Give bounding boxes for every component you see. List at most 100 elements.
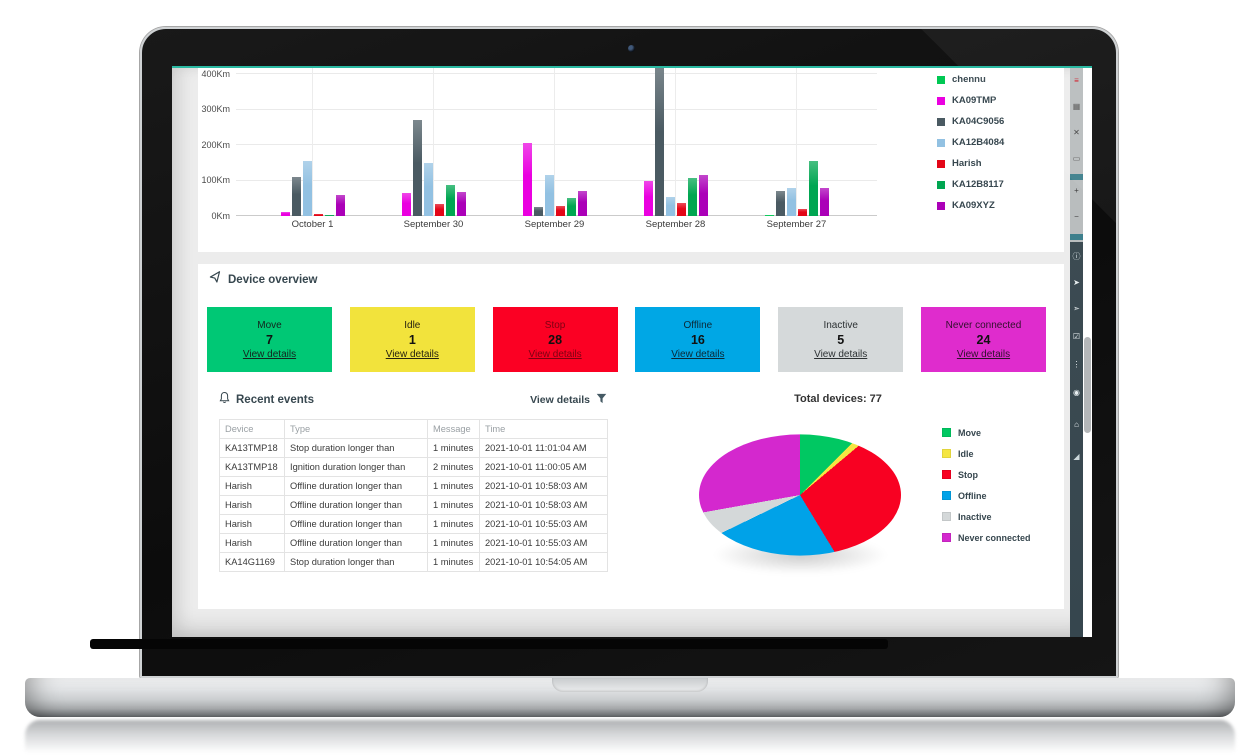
legend-item: KA09XYZ bbox=[937, 195, 1004, 216]
pin-icon[interactable]: ◉ bbox=[1073, 388, 1080, 397]
gridline bbox=[796, 66, 797, 216]
pie-legend-item: Move bbox=[942, 422, 1031, 443]
table-cell: 2021-10-01 10:54:05 AM bbox=[479, 552, 608, 572]
info-icon[interactable]: ⓘ bbox=[1072, 252, 1081, 261]
zoom-out-icon[interactable]: − bbox=[1074, 212, 1079, 221]
bar-cluster bbox=[494, 143, 615, 216]
status-card-view-details-link[interactable]: View details bbox=[956, 348, 1011, 360]
laptop-bezel: October 1 September 30 September 29 Septemb… bbox=[140, 27, 1118, 678]
table-cell: Offline duration longer than bbox=[284, 514, 428, 534]
table-row: Harish Offline duration longer than 1 minu… bbox=[219, 476, 608, 496]
status-card-label: Idle bbox=[404, 319, 421, 331]
legend-swatch-icon bbox=[942, 470, 951, 479]
column-header-device: Device bbox=[219, 419, 285, 439]
status-card-stop: Stop 28 View details bbox=[492, 307, 618, 372]
cursor-icon bbox=[208, 270, 223, 290]
bar-Harish bbox=[313, 214, 323, 216]
table-cell: 1 minutes bbox=[427, 514, 480, 534]
bar-KA12B4084 bbox=[786, 188, 796, 216]
page-accent-line bbox=[172, 66, 1092, 68]
filter-funnel-icon[interactable] bbox=[596, 393, 607, 407]
flag-icon[interactable]: ◢ bbox=[1073, 452, 1080, 461]
fit-icon[interactable]: ▦ bbox=[1072, 102, 1081, 111]
crop-icon[interactable]: ▭ bbox=[1072, 154, 1081, 163]
status-card-view-details-link[interactable]: View details bbox=[385, 348, 439, 360]
column-header-type: Type bbox=[284, 419, 428, 439]
zoom-in-icon[interactable]: + bbox=[1074, 186, 1079, 195]
bar-KA04C9056 bbox=[412, 120, 422, 216]
status-card-never-connected: Never connected 24 View details bbox=[920, 307, 1046, 372]
bar-KA04C9056 bbox=[775, 191, 785, 216]
table-cell: 2021-10-01 11:01:04 AM bbox=[479, 438, 608, 458]
bar-chart-legend: chennu KA09TMP KA04C9056 KA12B4084 Harish KA1… bbox=[937, 69, 1004, 216]
bar-KA12B4084 bbox=[423, 163, 433, 216]
navigate-icon[interactable]: ➤ bbox=[1073, 278, 1080, 287]
pie-legend-item: Inactive bbox=[942, 506, 1031, 527]
table-cell: Offline duration longer than bbox=[284, 495, 428, 515]
events-view-details-label[interactable]: View details bbox=[530, 394, 590, 406]
column-header-message: Message bbox=[427, 419, 480, 439]
bar-cluster bbox=[373, 120, 494, 216]
legend-item: KA04C9056 bbox=[937, 111, 1004, 132]
checkbox-icon[interactable]: ☑ bbox=[1072, 332, 1081, 341]
bar-group bbox=[252, 66, 373, 216]
x-axis-label: September 28 bbox=[645, 219, 706, 230]
legend-swatch-icon bbox=[942, 449, 951, 458]
page-scrollbar-track[interactable] bbox=[1083, 68, 1092, 637]
bar-group bbox=[615, 66, 736, 216]
bell-icon bbox=[219, 391, 230, 409]
devices-pie-chart bbox=[699, 434, 901, 556]
status-card-count: 7 bbox=[266, 332, 273, 347]
status-card-view-details-link[interactable]: View details bbox=[671, 348, 725, 360]
recent-events-table: Device Type Message Time KA13TMP18 Stop durat… bbox=[219, 419, 608, 572]
legend-label: KA09TMP bbox=[952, 95, 997, 106]
legend-item: KA09TMP bbox=[937, 90, 1004, 111]
gridline bbox=[675, 66, 676, 216]
page-scrollbar-thumb[interactable] bbox=[1084, 337, 1091, 433]
legend-label: KA04C9056 bbox=[952, 116, 1005, 127]
status-card-move: Move 7 View details bbox=[207, 307, 332, 372]
table-cell: Ignition duration longer than bbox=[284, 457, 428, 477]
legend-swatch-icon bbox=[942, 533, 951, 542]
home-icon[interactable]: ⌂ bbox=[1074, 420, 1079, 429]
legend-label: Idle bbox=[958, 448, 974, 459]
table-cell: 2021-10-01 10:55:03 AM bbox=[479, 533, 608, 553]
laptop-base bbox=[25, 678, 1235, 717]
legend-swatch-icon bbox=[937, 180, 945, 189]
status-card-idle: Idle 1 View details bbox=[349, 307, 475, 372]
close-icon[interactable]: ✕ bbox=[1073, 128, 1080, 137]
legend-label: Move bbox=[958, 427, 982, 438]
bar-KA12B8117 bbox=[445, 185, 455, 216]
status-card-count: 5 bbox=[837, 332, 845, 347]
bar-KA09TMP bbox=[643, 181, 653, 216]
status-card-view-details-link[interactable]: View details bbox=[528, 348, 582, 360]
bar-Harish bbox=[434, 204, 444, 216]
x-axis-label: September 27 bbox=[766, 219, 827, 230]
more-icon[interactable]: ⋮ bbox=[1072, 360, 1081, 369]
legend-label: Stop bbox=[958, 469, 978, 480]
x-axis-label: September 29 bbox=[524, 219, 585, 230]
table-cell: Stop duration longer than bbox=[284, 438, 428, 458]
events-view-details[interactable]: View details bbox=[488, 393, 607, 407]
bar-cluster bbox=[736, 161, 857, 216]
table-row: Harish Offline duration longer than 1 minu… bbox=[219, 533, 608, 553]
status-card-view-details-link[interactable]: View details bbox=[242, 348, 297, 360]
status-card-count: 1 bbox=[408, 332, 416, 347]
legend-swatch-icon bbox=[937, 201, 945, 210]
pie-legend-item: Stop bbox=[942, 464, 1031, 485]
status-card-view-details-link[interactable]: View details bbox=[814, 348, 868, 360]
bar-KA09TMP bbox=[401, 193, 411, 216]
recent-events-title: Recent events bbox=[236, 394, 314, 406]
bar-cluster bbox=[252, 161, 373, 216]
pie-legend-item: Never connected bbox=[942, 527, 1031, 548]
bar-Harish bbox=[797, 209, 807, 216]
send-icon[interactable]: ➣ bbox=[1073, 304, 1080, 313]
bar-KA09XYZ bbox=[456, 192, 466, 216]
gridline bbox=[312, 66, 313, 216]
table-cell: KA13TMP18 bbox=[219, 438, 285, 458]
status-card-label: Offline bbox=[683, 319, 713, 331]
table-cell: Harish bbox=[219, 514, 285, 534]
table-cell: KA14G1169 bbox=[219, 552, 285, 572]
layers-icon[interactable]: ≡ bbox=[1074, 76, 1079, 85]
legend-swatch-icon bbox=[937, 117, 945, 126]
